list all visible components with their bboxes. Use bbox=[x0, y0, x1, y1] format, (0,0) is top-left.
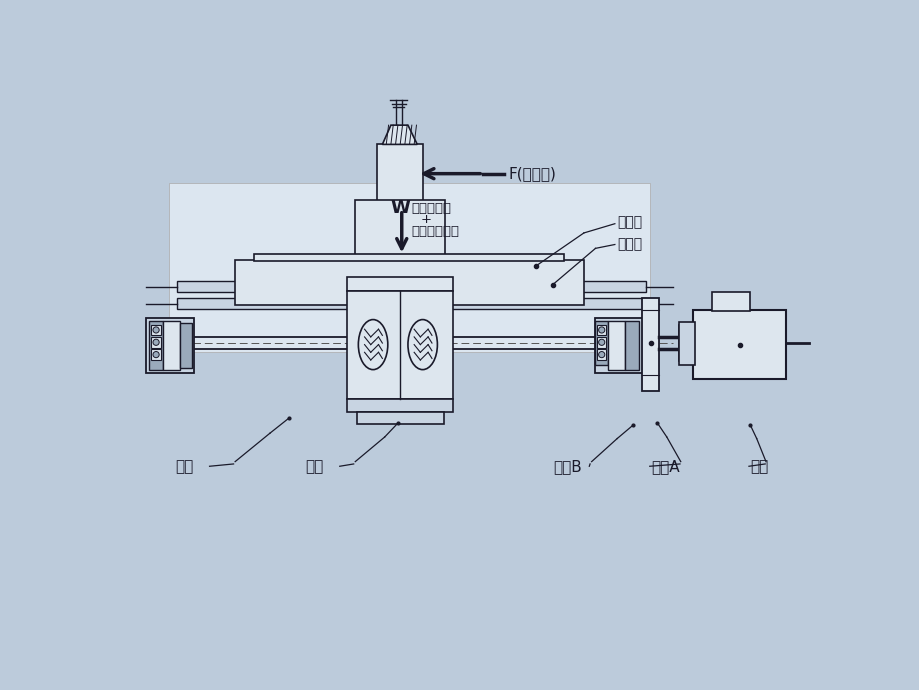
Bar bbox=[149, 321, 163, 370]
Text: 工作台的重量: 工作台的重量 bbox=[412, 225, 460, 238]
Bar bbox=[355, 200, 445, 260]
Text: 螺帽: 螺帽 bbox=[304, 459, 323, 474]
Bar bbox=[596, 324, 606, 335]
Bar bbox=[235, 260, 584, 304]
Bar bbox=[176, 298, 645, 309]
Bar bbox=[624, 321, 638, 370]
Bar bbox=[152, 349, 161, 360]
Bar bbox=[169, 183, 649, 353]
Bar bbox=[692, 310, 786, 380]
Bar bbox=[152, 337, 161, 348]
Bar bbox=[641, 298, 658, 391]
Text: 马达: 马达 bbox=[750, 459, 768, 474]
Bar bbox=[347, 399, 452, 413]
Bar bbox=[607, 321, 624, 370]
Text: 齿轮B: 齿轮B bbox=[552, 459, 581, 474]
Bar bbox=[377, 144, 423, 258]
Circle shape bbox=[153, 339, 159, 346]
Bar bbox=[176, 282, 645, 293]
Bar bbox=[163, 321, 180, 370]
Bar bbox=[180, 323, 192, 368]
Circle shape bbox=[598, 351, 604, 357]
Ellipse shape bbox=[358, 319, 388, 370]
Bar bbox=[596, 337, 606, 348]
Text: 导轨副: 导轨副 bbox=[617, 237, 641, 251]
Bar bbox=[596, 349, 606, 360]
Bar bbox=[595, 317, 643, 373]
Bar bbox=[711, 293, 750, 310]
Bar bbox=[146, 317, 194, 373]
Ellipse shape bbox=[407, 319, 437, 370]
Circle shape bbox=[598, 339, 604, 346]
Text: 工件的重量: 工件的重量 bbox=[412, 201, 451, 215]
Circle shape bbox=[153, 327, 159, 333]
Bar bbox=[678, 322, 694, 364]
Text: 齿轮A: 齿轮A bbox=[651, 459, 679, 474]
Text: F(切削力): F(切削力) bbox=[508, 166, 556, 181]
Circle shape bbox=[598, 327, 604, 333]
Text: W: W bbox=[390, 199, 410, 217]
Bar bbox=[347, 277, 452, 290]
Text: 工作台: 工作台 bbox=[617, 215, 641, 229]
Text: +: + bbox=[421, 213, 432, 226]
Bar bbox=[357, 413, 443, 424]
Circle shape bbox=[153, 351, 159, 357]
Bar bbox=[152, 324, 161, 335]
Bar bbox=[678, 326, 692, 361]
Bar bbox=[347, 290, 452, 399]
Text: 螺杆: 螺杆 bbox=[176, 459, 194, 474]
Polygon shape bbox=[382, 125, 417, 144]
Bar bbox=[255, 254, 564, 262]
Bar bbox=[595, 321, 607, 366]
